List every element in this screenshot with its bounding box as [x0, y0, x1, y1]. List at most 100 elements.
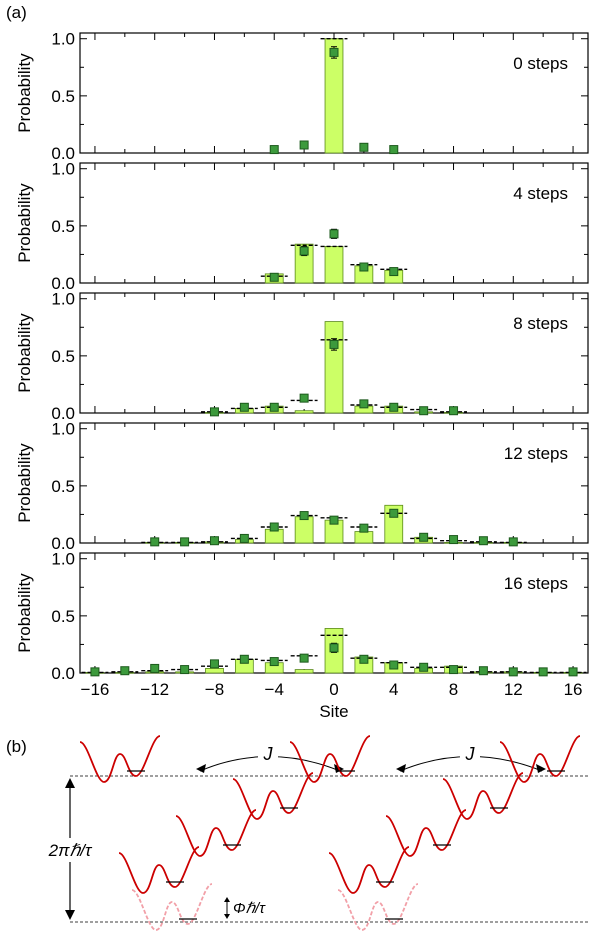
height-arrow-head-down [65, 910, 75, 920]
panel-a-label: (a) [6, 3, 27, 22]
data-point [209, 407, 219, 417]
data-point [419, 532, 429, 542]
chart-panel-0: 0.0 0.5 1.0 Probability 0 steps [15, 30, 589, 163]
panel-title: 16 steps [504, 574, 568, 593]
x-tick-label: 8 [449, 680, 458, 699]
potential-wells [79, 735, 581, 931]
y-tick-label: 0.5 [51, 477, 75, 496]
bar [294, 516, 314, 544]
x-tick-label: −8 [205, 680, 224, 699]
well-curve [328, 846, 410, 894]
chart-panel-4: 0.0 0.5 1.0 Probability 16 steps −16 −12 −8 −4 0 4… [15, 550, 589, 721]
data-point [359, 142, 369, 152]
x-tick-label: 16 [564, 680, 583, 699]
data-point [90, 667, 100, 677]
data-point [269, 522, 279, 532]
y-tick-label: 0.0 [51, 664, 75, 683]
x-tick-label: 0 [329, 680, 338, 699]
y-tick-label: 0.0 [51, 274, 75, 293]
data-point [329, 229, 339, 239]
y-tick-label: 0.0 [51, 404, 75, 423]
coupling-arrow-2-head-right [536, 764, 546, 773]
data-point [269, 657, 279, 667]
y-axis-label: Probability [15, 443, 34, 523]
y-tick-label: 1.0 [51, 550, 75, 569]
well-curve [175, 809, 257, 857]
y-tick-label: 1.0 [51, 160, 75, 179]
x-tick-label: 12 [504, 680, 523, 699]
data-point [329, 47, 339, 57]
data-point [449, 406, 459, 416]
data-point [478, 666, 488, 676]
well-curve [79, 735, 161, 783]
offset-arrow-head-down [224, 914, 230, 919]
data-point [150, 537, 160, 547]
data-point [389, 508, 399, 518]
data-point [359, 523, 369, 533]
data-point [269, 272, 279, 282]
y-axis-label: Probability [15, 313, 34, 393]
data-point [239, 402, 249, 412]
offset-arrow-head-up [224, 897, 230, 902]
well-curve [442, 772, 524, 820]
data-point [269, 402, 279, 412]
y-tick-label: 1.0 [51, 290, 75, 309]
y-axis-label: Probability [15, 573, 34, 653]
data-point [209, 536, 219, 546]
data-point [568, 667, 578, 677]
well-curve [337, 883, 419, 931]
y-tick-label: 0.5 [51, 87, 75, 106]
x-tick-label: 4 [389, 680, 398, 699]
chart-panel-2: 0.0 0.5 1.0 Probability 8 steps [15, 290, 589, 423]
data-point [329, 515, 339, 525]
panel-title: 8 steps [513, 314, 568, 333]
y-tick-label: 1.0 [51, 420, 75, 439]
data-point [389, 145, 399, 155]
data-point [359, 654, 369, 664]
coupling-label-1: J [263, 744, 274, 764]
height-arrow-head-up [65, 778, 75, 788]
data-point [419, 406, 429, 416]
data-point [209, 659, 219, 669]
panel-b-label: (b) [6, 737, 27, 756]
offset-label: Φℏ/τ [233, 900, 266, 917]
washboard-diagram: 2πℏ/τ J J Φℏ/τ [24, 735, 588, 931]
data-point [299, 246, 309, 256]
data-point [478, 536, 488, 546]
y-tick-label: 0.5 [51, 607, 75, 626]
panel-title: 4 steps [513, 184, 568, 203]
data-point [329, 339, 339, 349]
well-curve [131, 883, 213, 931]
data-point [269, 145, 279, 155]
coupling-label-2: J [465, 744, 476, 764]
well-curve [289, 735, 371, 783]
chart-panel-3: 0.0 0.5 1.0 Probability 12 steps [15, 420, 589, 553]
bar [324, 246, 344, 284]
bar [294, 669, 314, 674]
data-point [299, 393, 309, 403]
coupling-arrow-1-head-left [196, 764, 206, 773]
data-point [419, 662, 429, 672]
well-curve [385, 809, 467, 857]
data-point [508, 537, 518, 547]
x-tick-label: −4 [265, 680, 284, 699]
y-tick-label: 0.0 [51, 534, 75, 553]
data-point [299, 140, 309, 150]
chart-panels: 0.0 0.5 1.0 Probability 0 steps 0.0 0.5 1.0 Prob… [15, 30, 589, 721]
data-point [508, 667, 518, 677]
data-point [299, 653, 309, 663]
y-tick-label: 0.5 [51, 347, 75, 366]
y-tick-label: 0.5 [51, 217, 75, 236]
x-tick-label: −12 [140, 680, 169, 699]
data-point [239, 654, 249, 664]
data-point [299, 511, 309, 521]
x-tick-label: −16 [81, 680, 110, 699]
data-point [538, 667, 548, 677]
data-point [359, 399, 369, 409]
well-curve [499, 735, 581, 783]
panel-title: 12 steps [504, 444, 568, 463]
data-point [389, 660, 399, 670]
height-label: 2πℏ/τ [48, 841, 93, 860]
y-axis-label: Probability [15, 183, 34, 263]
